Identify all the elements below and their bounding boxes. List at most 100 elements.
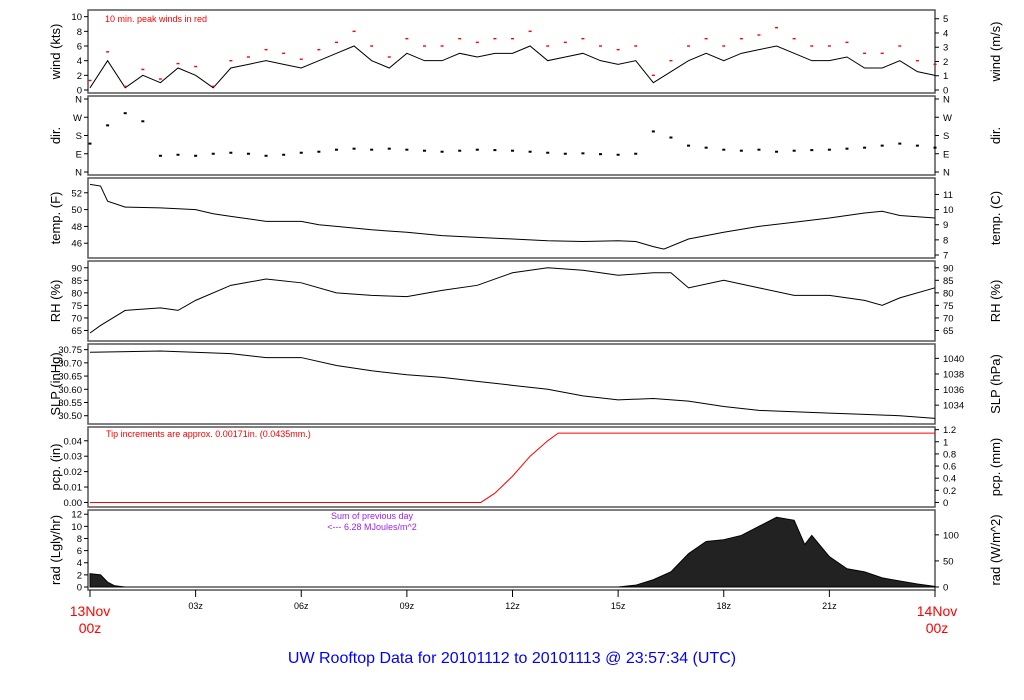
peak-wind-mark — [282, 52, 286, 55]
y-tick-label: 80 — [71, 288, 82, 299]
y-tick-label-right: 50 — [943, 556, 954, 567]
wind-line — [89, 45, 936, 89]
y-tick-label: 65 — [71, 326, 82, 337]
y-tick-label-right: 85 — [943, 276, 954, 287]
chart-title: UW Rooftop Data for 20101112 to 20101113… — [287, 650, 737, 667]
panel-temp: temp. (F) temp. (C) 46 48 50 52 7 8 9 10 11 — [48, 177, 1003, 262]
panel-frame — [87, 260, 936, 342]
panel-slp: SLP (inHg) SLP (hPa) 30.50 30.55 30.60 30.65 3… — [48, 343, 1003, 425]
data-point — [810, 149, 814, 152]
peak-wind-mark — [370, 45, 374, 47]
y-tick-label-right: 2 — [943, 57, 948, 68]
data-point — [440, 150, 444, 153]
y-tick-label-right: S — [943, 131, 949, 142]
data-point — [669, 136, 673, 139]
y-tick-label: 10 — [71, 12, 82, 23]
data-point — [915, 144, 919, 147]
data-point — [264, 154, 268, 157]
data-point — [123, 112, 127, 115]
peak-wind-mark — [599, 45, 603, 47]
peak-wind-mark — [176, 62, 180, 65]
panel-frame — [87, 177, 936, 259]
y-tick-label: 8 — [77, 27, 82, 38]
y-tick-label: 0 — [77, 86, 82, 97]
y-tick-label-right: 9 — [943, 220, 948, 231]
data-point — [880, 144, 884, 147]
peak-wind-mark — [334, 41, 338, 44]
y-tick-label: 30.55 — [58, 398, 82, 409]
y-tick-label: 30.75 — [58, 345, 82, 356]
peak-wind-mark — [123, 85, 127, 88]
y-tick-label: 70 — [71, 313, 82, 324]
x-tick-label: 03z — [188, 601, 203, 611]
data-point — [458, 149, 462, 152]
data-point — [229, 151, 233, 154]
peak-wind-mark — [317, 48, 321, 51]
y-tick-label: 10 — [71, 522, 82, 533]
data-point — [792, 149, 796, 152]
y-tick-label: 48 — [71, 222, 82, 233]
y-tick-label: E — [76, 149, 82, 160]
y-tick-label-right: 4 — [943, 28, 948, 39]
y-tick-label-right: 1 — [943, 71, 948, 82]
data-point — [317, 150, 321, 153]
data-point — [634, 152, 638, 155]
peak-wind-mark — [352, 30, 356, 33]
peak-wind-mark — [581, 37, 585, 40]
peak-wind-mark — [511, 37, 514, 40]
y-tick-label-right: 3 — [943, 43, 948, 54]
y-tick-label-right: 0.2 — [943, 486, 956, 497]
peak-wind-mark — [158, 78, 162, 80]
y-tick-label: 75 — [71, 301, 82, 312]
panel-frame — [87, 343, 936, 425]
y-axis-label-right: rad (W/m^2) — [988, 514, 1003, 585]
y-tick-label: 52 — [71, 188, 82, 199]
y-tick-label-right: 10 — [943, 205, 954, 216]
data-point — [704, 146, 708, 149]
wind-annotation: 10 min. peak winds in red — [105, 14, 207, 24]
y-tick-label: 30.65 — [58, 372, 82, 383]
data-point — [299, 151, 303, 154]
y-tick-label: N — [75, 168, 82, 179]
data-point — [106, 124, 110, 127]
data-point — [546, 151, 550, 154]
peak-wind-mark — [106, 51, 110, 53]
data-point — [176, 153, 180, 156]
peak-wind-mark — [792, 37, 796, 40]
y-tick-label: 4 — [77, 558, 82, 569]
peak-wind-mark — [475, 41, 479, 44]
data-point — [933, 146, 937, 149]
data-point — [687, 144, 691, 147]
y-tick-label-right: 1040 — [943, 354, 964, 365]
peak-wind-mark — [634, 45, 638, 47]
y-axis-label-right: wind (m/s) — [988, 22, 1003, 83]
y-tick-label: 2 — [77, 71, 82, 82]
x-end-date: 14Nov — [917, 603, 957, 619]
data-point — [141, 120, 145, 123]
rh-line — [89, 267, 936, 334]
panel-pcp: pcp. (in) pcp. (mm)0.000.010.020.030.0400… — [48, 425, 1003, 509]
data-point — [405, 148, 409, 151]
peak-wind-mark — [827, 45, 831, 47]
y-tick-label-right: 11 — [943, 190, 953, 201]
peak-wind-mark — [141, 68, 145, 71]
y-tick-label-right: 5 — [943, 14, 948, 25]
y-tick-label-right: 1.2 — [943, 425, 956, 436]
peak-wind-mark — [440, 45, 444, 47]
y-tick-label-right: 1036 — [943, 385, 964, 396]
data-point — [422, 149, 426, 152]
data-point — [194, 154, 198, 157]
peak-wind-mark — [863, 52, 867, 55]
y-axis-label-right: dir. — [988, 127, 1003, 144]
y-tick-label-right: 65 — [943, 326, 954, 337]
y-tick-label: S — [76, 131, 82, 142]
y-tick-label: 0.01 — [64, 483, 83, 494]
y-axis-label: dir. — [48, 127, 63, 144]
panel-frame — [87, 426, 936, 508]
y-tick-label: 90 — [71, 263, 82, 274]
y-tick-label: 4 — [77, 56, 82, 67]
peak-wind-mark — [651, 74, 655, 77]
peak-wind-mark — [546, 45, 550, 47]
